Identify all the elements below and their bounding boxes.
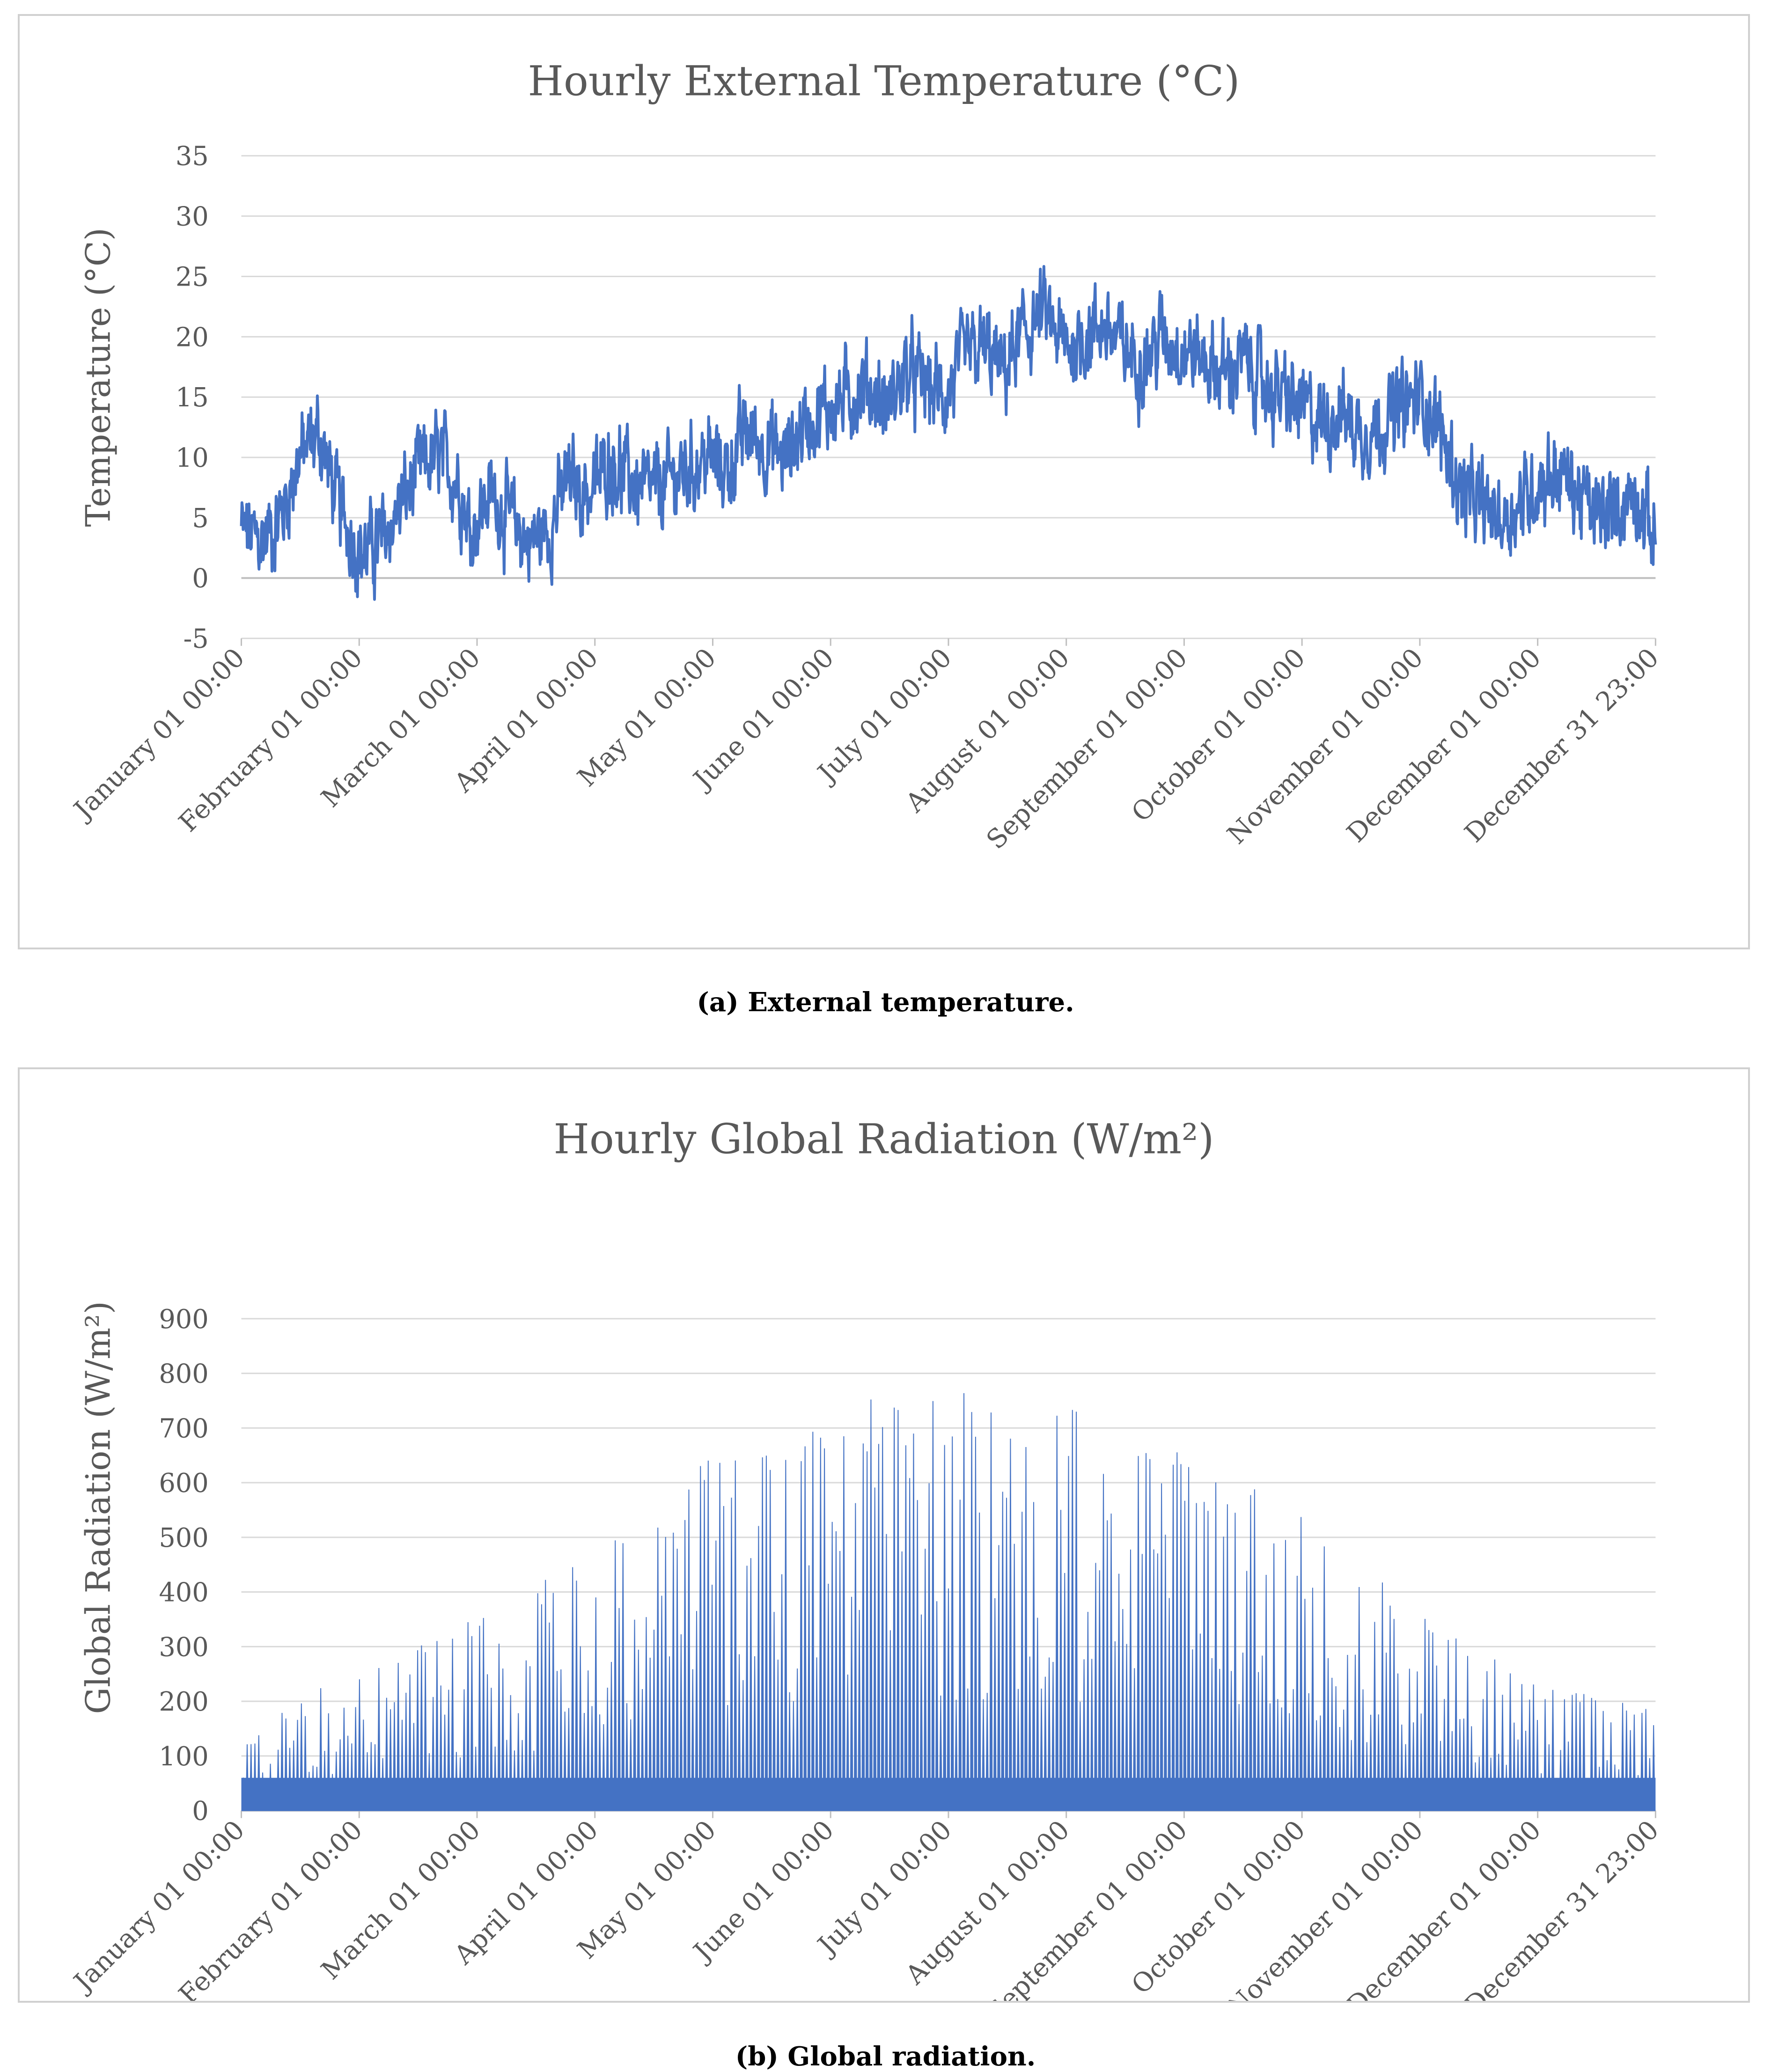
radiation-base-band <box>241 1778 1656 1811</box>
y-tick-label: -5 <box>183 624 208 654</box>
y-tick-label: 800 <box>159 1359 208 1389</box>
y-axis-label: Global Radiation (W/m²) <box>79 1301 118 1714</box>
y-tick-label: 20 <box>176 322 209 353</box>
temperature-chart-panel: Hourly External Temperature (°C) Tempera… <box>18 14 1750 949</box>
y-tick-label: 0 <box>192 564 208 594</box>
y-tick-label: 5 <box>192 503 208 534</box>
y-tick-label: 300 <box>159 1632 208 1662</box>
y-tick-label: 500 <box>159 1523 208 1553</box>
x-tick-label: November 01 00:00 <box>1221 642 1429 850</box>
y-tick-label: 400 <box>159 1578 208 1608</box>
y-tick-label: 0 <box>192 1796 208 1827</box>
y-tick-label: 900 <box>159 1304 208 1335</box>
figure-caption-a: (a) External temperature. <box>697 987 1074 1018</box>
x-tick-label: December 31 23:00 <box>1459 642 1665 848</box>
y-tick-label: 15 <box>176 382 209 413</box>
y-tick-label: 100 <box>159 1741 208 1772</box>
y-tick-label: 700 <box>159 1413 208 1444</box>
y-tick-label: 30 <box>176 202 209 232</box>
x-tick-label: December 31 23:00 <box>1459 1815 1665 2001</box>
y-axis-label: Temperature (°C) <box>79 228 118 527</box>
temperature-series-line <box>240 265 1657 601</box>
figure-caption-b: (b) Global radiation. <box>735 2041 1036 2072</box>
y-tick-label: 10 <box>176 443 209 473</box>
radiation-chart-panel: Hourly Global Radiation (W/m²) Global Ra… <box>18 1067 1750 2003</box>
x-tick-label: September 01 00:00 <box>981 642 1193 855</box>
y-tick-label: 35 <box>176 141 209 172</box>
chart-title: Hourly Global Radiation (W/m²) <box>554 1115 1214 1163</box>
temperature-chart: Hourly External Temperature (°C) Tempera… <box>66 57 1665 855</box>
y-tick-label: 25 <box>176 262 209 292</box>
y-tick-label: 600 <box>159 1468 208 1499</box>
x-tick-label: December 01 00:00 <box>1341 642 1547 848</box>
chart-title: Hourly External Temperature (°C) <box>528 57 1240 105</box>
y-tick-label: 200 <box>159 1687 208 1717</box>
radiation-series-area <box>241 1393 1656 1811</box>
radiation-chart: Hourly Global Radiation (W/m²) Global Ra… <box>66 1115 1665 2001</box>
